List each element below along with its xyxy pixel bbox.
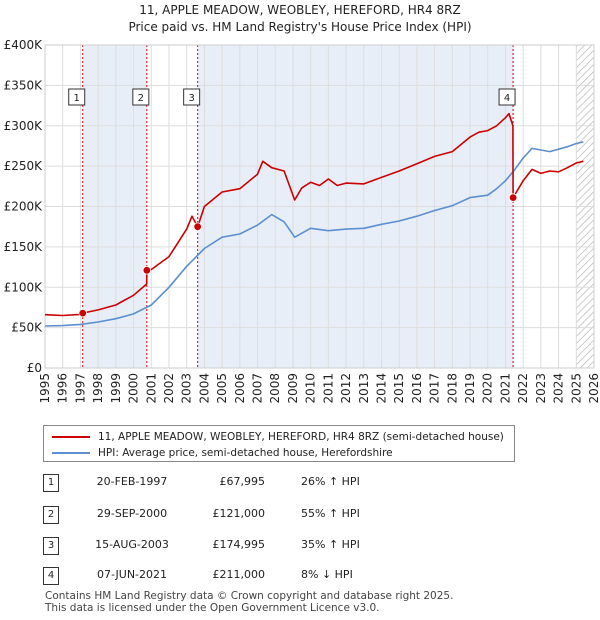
x-tick-label: 1997 bbox=[73, 373, 87, 404]
sale-number-box bbox=[132, 88, 150, 106]
chart-title-line1: 11, APPLE MEADOW, WEOBLEY, HEREFORD, HR4… bbox=[139, 3, 460, 17]
x-tick-label: 2002 bbox=[162, 373, 176, 404]
y-tick-label: £150K bbox=[4, 240, 44, 254]
x-tick-label: 2026 bbox=[587, 373, 600, 404]
x-tick-label: 2003 bbox=[180, 373, 194, 404]
x-tick-label: 2011 bbox=[321, 373, 335, 404]
y-tick-label: £400K bbox=[4, 38, 44, 52]
x-tick-label: 2010 bbox=[304, 373, 318, 404]
x-tick-label: 1999 bbox=[109, 373, 123, 404]
sale-point bbox=[508, 193, 518, 202]
chart-legend: 11, APPLE MEADOW, WEOBLEY, HEREFORD, HR4… bbox=[43, 425, 515, 462]
sale-number-box bbox=[183, 88, 201, 106]
y-tick-label: £100K bbox=[4, 280, 44, 294]
transaction-number: 2 bbox=[43, 506, 59, 524]
transaction-number: 3 bbox=[43, 537, 59, 555]
x-tick-label: 2016 bbox=[410, 373, 424, 404]
transaction-date: 07-JUN-2021 bbox=[96, 568, 168, 581]
chart-title-line2: Price paid vs. HM Land Registry's House … bbox=[128, 20, 471, 34]
footer-line-2: This data is licensed under the Open Gov… bbox=[45, 602, 380, 614]
x-tick-label: 2013 bbox=[357, 373, 371, 404]
x-tick-label: 2023 bbox=[534, 373, 548, 404]
x-tick-label: 2018 bbox=[445, 373, 459, 404]
transaction-row: 2 29-SEP-2000 £121,000 55% ↑ HPI bbox=[43, 506, 463, 526]
transaction-hpi-diff: 8% ↓ HPI bbox=[301, 568, 353, 581]
y-tick-label: £50K bbox=[11, 321, 43, 335]
hpi-line bbox=[45, 141, 584, 327]
x-tick-label: 2021 bbox=[498, 373, 512, 404]
transaction-date: 15-AUG-2003 bbox=[95, 538, 169, 551]
x-tick-label: 2001 bbox=[144, 373, 158, 404]
footer-line-1: Contains HM Land Registry data © Crown c… bbox=[45, 590, 454, 602]
price-chart: 11, APPLE MEADOW, WEOBLEY, HEREFORD, HR4… bbox=[4, 3, 600, 404]
x-tick-label: 2000 bbox=[127, 373, 141, 404]
x-tick-label: 1995 bbox=[38, 373, 52, 404]
y-tick-label: £0 bbox=[27, 361, 42, 375]
y-tick-label: £300K bbox=[4, 119, 44, 133]
x-tick-label: 2004 bbox=[197, 373, 211, 404]
sale-number-label: 3 bbox=[188, 93, 194, 104]
x-tick-label: 2012 bbox=[339, 373, 353, 404]
x-tick-label: 2025 bbox=[569, 373, 583, 404]
transaction-date: 29-SEP-2000 bbox=[96, 507, 168, 520]
transaction-hpi-diff: 55% ↑ HPI bbox=[301, 507, 360, 520]
transaction-price: £174,995 bbox=[212, 538, 266, 551]
transaction-price: £211,000 bbox=[212, 568, 266, 581]
sale-point bbox=[193, 222, 202, 231]
x-tick-label: 2006 bbox=[233, 373, 247, 404]
x-tick-label: 2017 bbox=[428, 373, 442, 404]
legend-swatch-hpi bbox=[52, 452, 90, 454]
y-tick-label: £200K bbox=[4, 200, 44, 214]
x-tick-label: 2005 bbox=[215, 373, 229, 404]
x-tick-label: 2008 bbox=[268, 373, 282, 404]
sale-number-label: 2 bbox=[138, 93, 144, 104]
sale-point bbox=[78, 308, 87, 318]
x-tick-label: 2024 bbox=[552, 373, 566, 404]
transaction-price: £67,995 bbox=[219, 475, 266, 488]
transaction-hpi-diff: 26% ↑ HPI bbox=[301, 475, 360, 488]
transaction-price: £121,000 bbox=[212, 507, 266, 520]
x-tick-label: 2009 bbox=[286, 373, 300, 404]
x-tick-label: 2007 bbox=[251, 373, 265, 404]
x-tick-label: 2019 bbox=[463, 373, 477, 404]
sale-number-box bbox=[498, 88, 516, 106]
footer-attribution: Contains HM Land Registry data © Crown c… bbox=[45, 590, 453, 614]
transaction-row: 4 07-JUN-2021 £211,000 8% ↓ HPI bbox=[43, 567, 463, 587]
transaction-row: 1 20-FEB-1997 £67,995 26% ↑ HPI bbox=[43, 474, 463, 494]
sale-point bbox=[142, 266, 152, 275]
legend-item-property: 11, APPLE MEADOW, WEOBLEY, HEREFORD, HR4… bbox=[52, 429, 504, 445]
x-tick-label: 2020 bbox=[481, 373, 495, 404]
sale-number-box bbox=[68, 88, 86, 106]
transaction-number: 4 bbox=[43, 567, 59, 585]
sale-number-label: 4 bbox=[504, 93, 510, 104]
transaction-hpi-diff: 35% ↑ HPI bbox=[301, 538, 360, 551]
legend-label-hpi: HPI: Average price, semi-detached house,… bbox=[98, 447, 393, 459]
transaction-date: 20-FEB-1997 bbox=[96, 475, 168, 488]
legend-item-hpi: HPI: Average price, semi-detached house,… bbox=[52, 445, 393, 461]
y-tick-label: £250K bbox=[4, 159, 44, 173]
x-tick-label: 2014 bbox=[374, 373, 388, 404]
transaction-number: 1 bbox=[43, 474, 59, 492]
x-tick-label: 1996 bbox=[56, 373, 70, 404]
x-tick-label: 1998 bbox=[91, 373, 105, 404]
plot-frame bbox=[44, 44, 595, 369]
x-tick-label: 2015 bbox=[392, 373, 406, 404]
legend-label-property: 11, APPLE MEADOW, WEOBLEY, HEREFORD, HR4… bbox=[98, 431, 504, 443]
sale-number-label: 1 bbox=[74, 93, 80, 104]
x-tick-label: 2022 bbox=[516, 373, 530, 404]
legend-swatch-property bbox=[52, 436, 90, 438]
y-tick-label: £350K bbox=[4, 78, 44, 92]
transaction-row: 3 15-AUG-2003 £174,995 35% ↑ HPI bbox=[43, 537, 463, 557]
